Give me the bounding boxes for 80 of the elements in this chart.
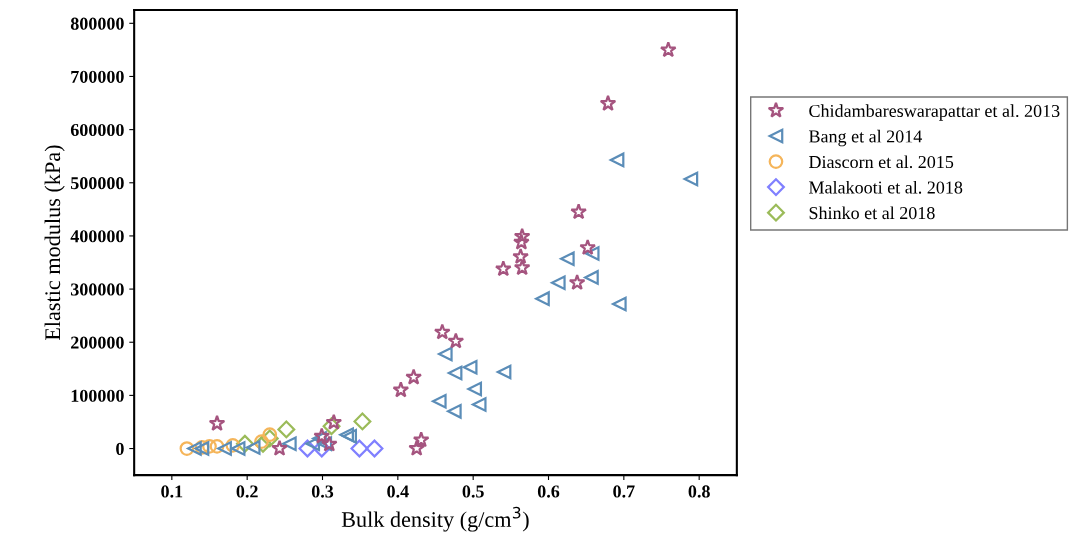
x-tick-label: 0.3	[311, 485, 334, 498]
point	[245, 440, 261, 455]
point	[320, 435, 338, 452]
point	[494, 260, 512, 277]
point	[260, 429, 279, 448]
x-tick-label: 0.6	[537, 485, 560, 498]
point	[225, 438, 241, 453]
point	[350, 439, 369, 458]
legend-label: Malakooti et al. 2018	[808, 180, 963, 194]
x-tick-label: 0.8	[688, 485, 710, 498]
point	[559, 251, 575, 267]
point	[437, 346, 453, 362]
point	[405, 368, 423, 385]
point	[209, 439, 225, 454]
point	[496, 364, 512, 380]
y-tick-label: 400000	[70, 230, 124, 243]
point	[208, 414, 226, 431]
point	[305, 436, 321, 452]
point	[446, 403, 462, 419]
point	[282, 436, 297, 452]
point	[467, 381, 483, 397]
point	[235, 434, 254, 453]
x-tick-label: 0.7	[613, 485, 635, 498]
point	[513, 227, 531, 244]
y-tick-label: 700000	[71, 70, 124, 83]
y-tick-label: 500000	[71, 177, 124, 190]
legend-label: Diascorn et al. 2015	[808, 155, 954, 169]
point	[513, 259, 531, 276]
point	[325, 413, 343, 430]
legend-label: Shinko et al 2018	[809, 206, 935, 220]
x-tick-label: 0.5	[462, 485, 484, 498]
point	[535, 291, 550, 307]
point	[471, 397, 487, 412]
point	[187, 441, 202, 456]
y-tick-label: 200000	[71, 336, 124, 349]
point	[202, 439, 217, 454]
point	[408, 439, 426, 456]
point	[579, 238, 597, 255]
x-tick-label: 0.2	[236, 485, 258, 498]
point	[392, 381, 410, 398]
point	[262, 427, 278, 443]
point	[298, 439, 317, 458]
point	[322, 417, 341, 436]
point	[277, 420, 296, 439]
y-axis-title: Elastic modulus (kPa)	[44, 145, 65, 341]
point	[365, 439, 384, 458]
point	[570, 203, 588, 220]
point	[271, 439, 288, 456]
point	[659, 41, 677, 58]
point	[462, 359, 478, 375]
y-tick-label: 100000	[71, 389, 124, 402]
point	[584, 270, 599, 285]
x-axis-title: Bulk density (g/cm$^{3}$)	[341, 506, 529, 532]
point	[447, 365, 463, 381]
point	[550, 275, 566, 291]
point	[584, 246, 600, 261]
y-tick-label: 0	[116, 442, 124, 455]
y-tick-label: 300000	[70, 283, 124, 296]
point	[217, 441, 232, 456]
point	[433, 323, 451, 340]
point	[431, 393, 447, 409]
y-tick-label: 800000	[70, 17, 124, 30]
legend-label: Bang et al 2014	[808, 129, 923, 147]
point	[609, 152, 625, 168]
x-tick-label: 0.4	[387, 485, 409, 498]
point	[513, 233, 530, 250]
point	[512, 247, 530, 264]
point	[447, 332, 465, 349]
y-tick-label: 600000	[70, 123, 124, 137]
x-tick-label: 0.1	[161, 485, 183, 498]
legend-label: Chidambareswarapattar et al. 2013	[809, 104, 1060, 121]
point	[568, 273, 586, 290]
point	[611, 296, 627, 312]
point	[683, 171, 699, 187]
point	[313, 427, 331, 444]
point	[230, 441, 246, 456]
point	[353, 412, 372, 431]
point	[179, 441, 195, 456]
point	[412, 431, 430, 448]
point	[599, 94, 617, 111]
